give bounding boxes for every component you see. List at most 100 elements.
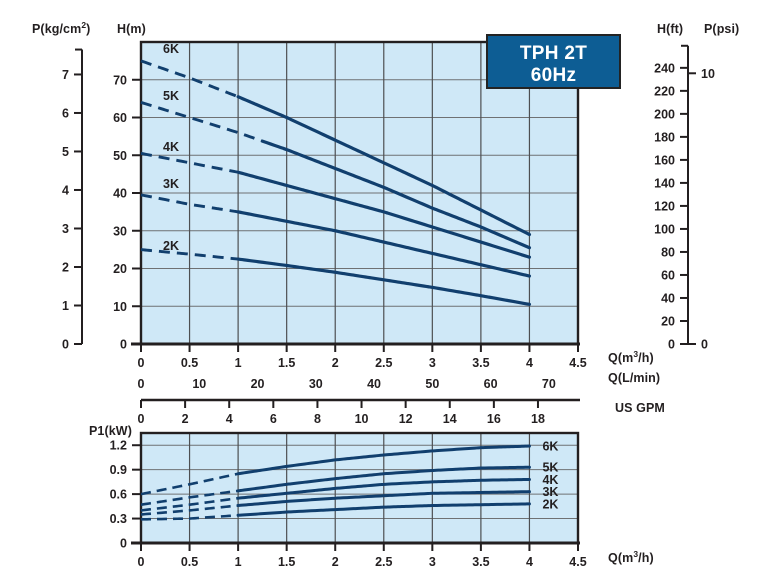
curve-label-3k: 3K <box>542 485 558 499</box>
tick-label-q-m3h: 2.5 <box>375 356 392 370</box>
curve-solid-4k <box>236 477 531 500</box>
tick-label-p-kgcm2: 7 <box>62 68 69 82</box>
tick-label-h-m: 50 <box>113 149 127 163</box>
tick-label-h-ft: 0 <box>668 338 675 352</box>
tick-label-h-m: 10 <box>113 300 127 314</box>
curve-label-3k: 3K <box>163 177 179 191</box>
curve-dashed-4k <box>140 151 239 174</box>
curve-4k <box>140 477 531 512</box>
tick-label-p1-kw: 0.9 <box>110 463 127 477</box>
tick-label-us-gpm: 4 <box>226 412 233 426</box>
curve-dashed-3k <box>140 504 239 516</box>
tick-label-h-ft: 100 <box>654 222 675 236</box>
tick-label-p-psi: 0 <box>701 338 708 352</box>
axis-title-q-lmin: Q(L/min) <box>608 371 661 385</box>
tick-label-us-gpm: 8 <box>314 412 321 426</box>
curve-dashed-5k <box>140 101 263 143</box>
tick-label-h-m: 70 <box>113 73 127 87</box>
curve-6k <box>140 444 531 496</box>
curve-dashed-4k <box>140 496 239 512</box>
curve-solid-5k <box>260 139 532 250</box>
tick-label-q-lmin: 30 <box>309 377 323 391</box>
plot-background <box>141 433 578 543</box>
badge-line-model: TPH 2T <box>519 43 588 64</box>
tick-label-h-m: 30 <box>113 224 127 238</box>
tick-label-h-ft: 200 <box>654 107 675 121</box>
curve-2k <box>140 248 532 306</box>
curve-solid-6k <box>236 444 531 476</box>
curve-4k <box>140 151 532 259</box>
tick-label-q-m3h: 3 <box>429 555 436 569</box>
tick-label-us-gpm: 2 <box>182 412 189 426</box>
tick-label-q-m3h: 0.5 <box>181 356 198 370</box>
tick-label-h-m: 60 <box>113 111 127 125</box>
tick-label-p-kgcm2: 0 <box>62 338 69 352</box>
axis-title-h-ft: H(ft) <box>657 22 684 36</box>
tick-label-q-m3h: 0 <box>138 555 145 569</box>
tick-label-p1-kw: 1.2 <box>110 439 127 453</box>
curve-label-6k: 6K <box>163 42 179 56</box>
axis-title-h-m: H(m) <box>117 22 146 36</box>
tick-label-p-kgcm2: 3 <box>62 222 69 236</box>
tick-label-us-gpm: 18 <box>531 412 545 426</box>
tick-label-h-ft: 60 <box>661 268 675 282</box>
curve-label-2k: 2K <box>163 239 179 253</box>
tick-label-q-lmin: 0 <box>138 377 145 391</box>
axis-title-p1-kw: P1(kW) <box>89 424 132 438</box>
tick-label-us-gpm: 0 <box>138 412 145 426</box>
tick-label-h-m: 0 <box>120 338 127 352</box>
tick-label-q-lmin: 40 <box>367 377 381 391</box>
tick-label-q-m3h: 3.5 <box>472 555 489 569</box>
curve-solid-3k <box>236 210 532 278</box>
tick-label-h-ft: 140 <box>654 176 675 190</box>
tick-label-q-m3h: 1 <box>235 356 242 370</box>
tick-label-q-m3h: 4.5 <box>569 555 586 569</box>
curve-6k <box>140 59 532 237</box>
tick-label-q-m3h: 1.5 <box>278 555 295 569</box>
tick-label-p-kgcm2: 4 <box>62 183 69 197</box>
tick-label-q-m3h: 0 <box>138 356 145 370</box>
tick-label-h-ft: 180 <box>654 130 675 144</box>
curve-label-4k: 4K <box>542 473 558 487</box>
model-badge: TPH 2T 60Hz <box>486 34 621 89</box>
tick-label-q-m3h: 2.5 <box>375 555 392 569</box>
tick-label-h-m: 40 <box>113 187 127 201</box>
tick-label-h-ft: 80 <box>661 245 675 259</box>
tick-label-q-m3h: 3.5 <box>472 356 489 370</box>
curve-label-5k: 5K <box>542 461 558 475</box>
tick-label-us-gpm: 14 <box>443 412 457 426</box>
tick-label-q-m3h: 1 <box>235 555 242 569</box>
curve-solid-6k <box>236 95 532 237</box>
tick-label-p-kgcm2: 1 <box>62 299 69 313</box>
tick-label-q-m3h: 2 <box>332 555 339 569</box>
curve-solid-2k <box>236 257 532 306</box>
tick-label-h-ft: 40 <box>661 291 675 305</box>
tick-label-q-m3h: 4.5 <box>569 356 586 370</box>
tick-label-q-m3h: 4 <box>526 555 533 569</box>
curve-5k <box>140 101 532 250</box>
tick-label-p1-kw: 0.3 <box>110 512 127 526</box>
tick-label-h-ft: 20 <box>661 314 675 328</box>
badge-line-frequency: 60Hz <box>530 65 577 87</box>
axis-title-q-m3h: Q(m3/h) <box>608 348 654 365</box>
tick-label-q-m3h: 0.5 <box>181 555 198 569</box>
tick-label-us-gpm: 16 <box>487 412 501 426</box>
tick-label-p1-kw: 0 <box>120 537 127 551</box>
curve-dashed-5k <box>140 489 239 506</box>
curve-label-6k: 6K <box>542 440 558 454</box>
tick-label-h-ft: 120 <box>654 199 675 213</box>
curve-5k <box>140 465 531 506</box>
axis-title-p-psi: P(psi) <box>704 22 740 36</box>
curve-label-4k: 4K <box>163 140 179 154</box>
tick-label-p1-kw: 0.6 <box>110 488 127 502</box>
curve-dashed-6k <box>140 472 239 496</box>
axis-title-us-gpm: US GPM <box>615 401 665 415</box>
curve-solid-4k <box>236 170 532 259</box>
tick-label-h-m: 20 <box>113 262 127 276</box>
tick-label-p-kgcm2: 6 <box>62 106 69 120</box>
tick-label-q-lmin: 60 <box>484 377 498 391</box>
tick-label-q-lmin: 70 <box>542 377 556 391</box>
curve-3k <box>140 490 531 516</box>
